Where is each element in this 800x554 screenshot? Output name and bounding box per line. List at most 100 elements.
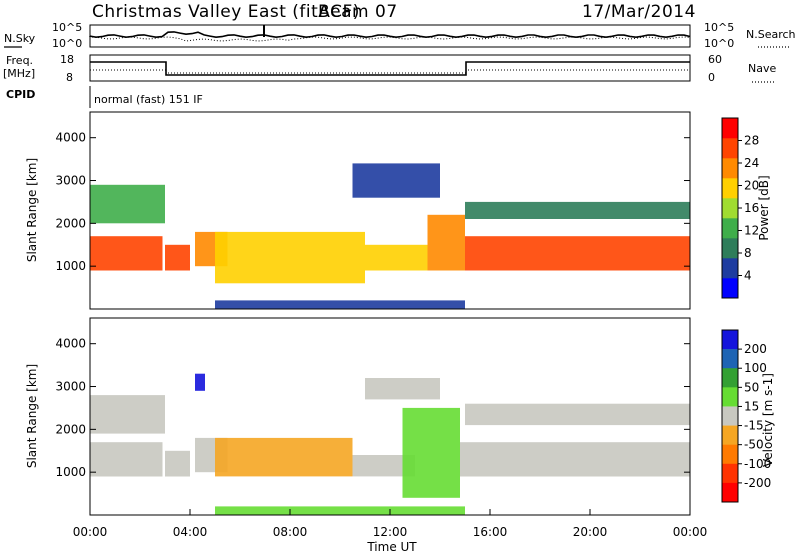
velocity-colorbar-label: Velocity [m s-1]	[761, 373, 775, 467]
velocity-region-9	[460, 442, 690, 477]
time-x-axis: 00:00 04:00 08:00 12:00 16:00 20:00 00:00	[73, 509, 708, 539]
velocity-ytick-label-1: 2000	[55, 422, 86, 436]
velocity-heatmap	[90, 373, 690, 515]
time-xtick-label-1: 04:00	[173, 525, 208, 539]
power-colorbar-tick-label-1: 8	[744, 246, 752, 260]
velocity-colorbar-tick-label-6: -100	[744, 457, 771, 471]
velocity-colorbar-swatch-0	[722, 330, 738, 350]
power-colorbar-ticks: 4 8 12 16 20 24 28	[738, 134, 759, 283]
power-colorbar-swatch-0	[722, 278, 738, 299]
power-region-7	[427, 214, 465, 271]
velocity-region-7	[365, 378, 440, 400]
beam-label: Beam 07	[318, 2, 398, 22]
power-colorbar-swatch-4	[722, 198, 738, 219]
time-xtick-label-4: 16:00	[473, 525, 508, 539]
nsearch-trace	[89, 36, 691, 42]
freq-tick-high: 18	[60, 53, 74, 66]
power-ytick-label-1: 2000	[55, 216, 86, 230]
freq-panel: Freq. [MHz] 18 8 60 0 Nave	[3, 53, 776, 84]
velocity-colorbar-swatch-8	[722, 482, 738, 503]
nave-trace	[90, 69, 690, 74]
nsky-tick-high: 10^5	[52, 21, 82, 34]
velocity-ytick-label-2: 3000	[55, 380, 86, 394]
freq-trace	[90, 61, 690, 76]
velocity-y-axis: 1000 2000 3000 4000	[55, 337, 690, 479]
velocity-region-2	[165, 450, 190, 477]
velocity-panel: 1000 2000 3000 4000 00:00 04:00 08:00 12:00 16:…	[25, 317, 708, 554]
nsky-panel: N.Sky 10^5 10^0 10^5 10^0 N.Search	[4, 21, 796, 50]
power-colorbar-swatch-2	[722, 238, 738, 259]
power-region-1	[90, 184, 165, 224]
velocity-colorbar: 200 100 50 15 -15 -50 -100 -200 Velocity [m s-1…	[721, 329, 775, 503]
time-axis-label: Time UT	[366, 540, 417, 554]
velocity-colorbar-swatch-6	[722, 444, 738, 465]
time-xtick-label-3: 12:00	[373, 525, 408, 539]
power-region-2	[165, 244, 190, 271]
power-ytick-label-0: 1000	[55, 259, 86, 273]
power-colorbar-swatch-8	[722, 118, 738, 139]
power-colorbar-tick-label-4: 20	[744, 179, 759, 193]
velocity-colorbar-swatch-2	[722, 368, 738, 388]
freq-unit-label: [MHz]	[3, 67, 35, 80]
power-colorbar-swatch-6	[722, 158, 738, 179]
plot-date: 17/Mar/2014	[582, 2, 696, 22]
time-xtick-label-0: 00:00	[73, 525, 108, 539]
velocity-y-axis-label: Slant Range [km]	[25, 364, 39, 468]
power-region-8	[465, 236, 690, 271]
power-colorbar-label: Power [dB]	[757, 175, 771, 240]
velocity-colorbar-swatch-3	[722, 387, 738, 407]
power-colorbar: 4 8 12 16 20 24 28 Power [dB]	[721, 117, 771, 299]
nave-tick-high: 60	[708, 53, 722, 66]
velocity-colorbar-tick-label-3: 15	[744, 399, 759, 413]
velocity-colorbar-swatch-7	[722, 463, 738, 484]
cpid-text: normal (fast) 151 IF	[94, 93, 203, 106]
freq-label: Freq.	[6, 54, 33, 67]
velocity-colorbar-tick-label-1: 100	[744, 361, 767, 375]
cpid-label: CPID	[6, 88, 35, 101]
power-ytick-label-3: 4000	[55, 131, 86, 145]
time-xtick-label-6: 00:00	[673, 525, 708, 539]
time-xtick-label-2: 08:00	[273, 525, 308, 539]
power-colorbar-tick-label-2: 12	[744, 224, 759, 238]
velocity-colorbar-tick-label-5: -50	[744, 438, 764, 452]
nsky-trace	[89, 31, 691, 39]
power-region-6	[352, 163, 440, 198]
velocity-region-1	[90, 395, 165, 434]
velocity-region-11	[215, 506, 465, 515]
time-xtick-label-5: 20:00	[573, 525, 608, 539]
power-colorbar-tick-label-3: 16	[744, 201, 759, 215]
power-heatmap	[90, 163, 690, 309]
power-colorbar-tick-label-0: 4	[744, 269, 752, 283]
power-colorbar-tick-label-6: 28	[744, 134, 759, 148]
velocity-region-6	[352, 455, 415, 477]
power-region-10	[215, 300, 465, 309]
velocity-colorbar-swatch-5	[722, 425, 738, 445]
power-ytick-label-2: 3000	[55, 174, 86, 188]
power-y-axis: 1000 2000 3000 4000	[55, 131, 690, 273]
power-region-4	[215, 231, 365, 284]
velocity-colorbar-ticks: 200 100 50 15 -15 -50 -100 -200	[738, 342, 771, 490]
velocity-region-3	[195, 373, 205, 391]
power-colorbar-swatch-5	[722, 178, 738, 199]
nsky-label: N.Sky	[4, 32, 36, 45]
power-region-9	[465, 201, 690, 219]
velocity-colorbar-tick-label-4: -15	[744, 419, 764, 433]
plot-title: Christmas Valley East (fitACF)	[92, 2, 360, 22]
velocity-colorbar-tick-label-7: -200	[744, 476, 771, 490]
velocity-ytick-label-0: 1000	[55, 465, 86, 479]
velocity-ytick-label-3: 4000	[55, 337, 86, 351]
power-region-0	[90, 236, 163, 271]
nsearch-tick-low: 10^0	[704, 37, 734, 50]
power-colorbar-swatches	[722, 118, 738, 299]
power-region-5	[365, 244, 428, 271]
velocity-region-10	[465, 403, 690, 426]
power-colorbar-tick-label-5: 24	[744, 156, 759, 170]
power-colorbar-swatch-1	[722, 258, 738, 279]
power-panel: 1000 2000 3000 4000 Slant Range [km]	[25, 111, 691, 310]
power-y-axis-label: Slant Range [km]	[25, 158, 39, 262]
velocity-colorbar-swatch-1	[722, 349, 738, 369]
nsearch-tick-high: 10^5	[704, 21, 734, 34]
velocity-colorbar-swatches	[722, 330, 738, 503]
nsearch-label: N.Search	[746, 28, 796, 41]
